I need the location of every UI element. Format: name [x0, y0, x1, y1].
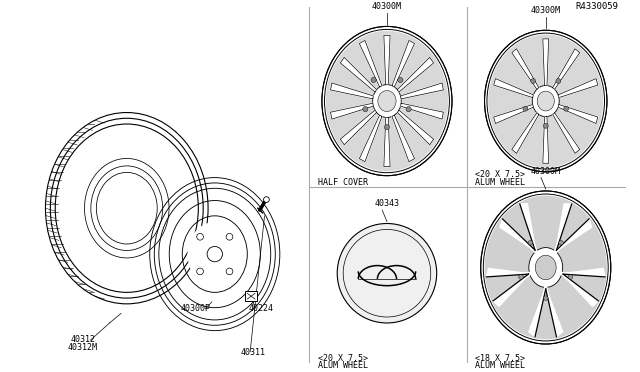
Polygon shape — [397, 57, 433, 92]
Polygon shape — [384, 118, 390, 167]
FancyBboxPatch shape — [245, 291, 257, 301]
Ellipse shape — [529, 248, 563, 288]
Polygon shape — [493, 274, 531, 306]
Circle shape — [397, 77, 403, 83]
Text: ALUM WHEEL: ALUM WHEEL — [318, 361, 368, 370]
Polygon shape — [558, 78, 598, 97]
Text: 40300P: 40300P — [180, 305, 211, 314]
Polygon shape — [553, 113, 580, 153]
Text: 40300M: 40300M — [372, 2, 402, 11]
Polygon shape — [553, 49, 580, 89]
Polygon shape — [392, 115, 415, 162]
Text: 40312: 40312 — [70, 335, 95, 344]
Text: 40300M: 40300M — [531, 6, 561, 15]
Polygon shape — [486, 269, 530, 277]
Ellipse shape — [97, 173, 156, 243]
Polygon shape — [558, 105, 598, 124]
Circle shape — [371, 77, 376, 83]
Polygon shape — [561, 274, 598, 306]
Circle shape — [196, 268, 204, 275]
Circle shape — [226, 268, 233, 275]
Polygon shape — [555, 204, 572, 251]
Text: <18 X 7.5>: <18 X 7.5> — [475, 353, 525, 363]
Text: <20 X 7.5>: <20 X 7.5> — [318, 353, 368, 363]
Polygon shape — [520, 204, 537, 251]
Ellipse shape — [532, 86, 559, 117]
Polygon shape — [401, 83, 444, 99]
Text: 40312M: 40312M — [68, 343, 98, 352]
Circle shape — [264, 197, 269, 202]
Circle shape — [543, 124, 548, 128]
Circle shape — [523, 106, 528, 111]
Text: ALUM WHEEL: ALUM WHEEL — [475, 178, 525, 187]
Polygon shape — [397, 110, 433, 145]
Polygon shape — [543, 39, 548, 86]
Text: R4330059: R4330059 — [575, 2, 618, 11]
Polygon shape — [500, 219, 536, 253]
Polygon shape — [392, 41, 415, 87]
Ellipse shape — [372, 85, 401, 118]
Polygon shape — [360, 41, 382, 87]
Polygon shape — [384, 35, 390, 85]
Polygon shape — [330, 83, 373, 99]
Circle shape — [568, 275, 573, 279]
Circle shape — [543, 296, 548, 300]
Circle shape — [207, 247, 223, 262]
Text: 40311: 40311 — [241, 347, 266, 356]
Circle shape — [226, 234, 233, 240]
Ellipse shape — [378, 91, 396, 112]
Circle shape — [519, 275, 524, 279]
Polygon shape — [493, 78, 533, 97]
Circle shape — [528, 240, 532, 245]
Ellipse shape — [488, 35, 604, 168]
Polygon shape — [330, 103, 373, 119]
Text: 40300M: 40300M — [531, 167, 561, 176]
Polygon shape — [529, 286, 546, 337]
Text: <20 X 7.5>: <20 X 7.5> — [475, 170, 525, 180]
Ellipse shape — [537, 91, 554, 111]
Text: 40224: 40224 — [248, 305, 273, 314]
Ellipse shape — [484, 196, 607, 339]
Polygon shape — [546, 286, 563, 337]
Polygon shape — [556, 219, 591, 253]
Circle shape — [531, 78, 536, 83]
Polygon shape — [360, 115, 382, 162]
Polygon shape — [561, 269, 605, 277]
Text: 40343: 40343 — [374, 199, 399, 208]
Circle shape — [559, 240, 563, 245]
Ellipse shape — [188, 222, 242, 286]
Circle shape — [363, 106, 368, 112]
Circle shape — [337, 224, 436, 323]
Circle shape — [556, 78, 561, 83]
Polygon shape — [340, 110, 376, 145]
Text: ALUM WHEEL: ALUM WHEEL — [475, 361, 525, 370]
Polygon shape — [493, 105, 533, 124]
Circle shape — [196, 234, 204, 240]
Circle shape — [385, 125, 390, 130]
Ellipse shape — [326, 31, 448, 171]
Polygon shape — [401, 103, 444, 119]
Ellipse shape — [535, 255, 556, 280]
Polygon shape — [543, 116, 548, 163]
Circle shape — [406, 106, 412, 112]
Polygon shape — [512, 113, 539, 153]
Polygon shape — [512, 49, 539, 89]
Text: HALF COVER: HALF COVER — [318, 178, 368, 187]
Circle shape — [564, 106, 568, 111]
Polygon shape — [340, 57, 376, 92]
